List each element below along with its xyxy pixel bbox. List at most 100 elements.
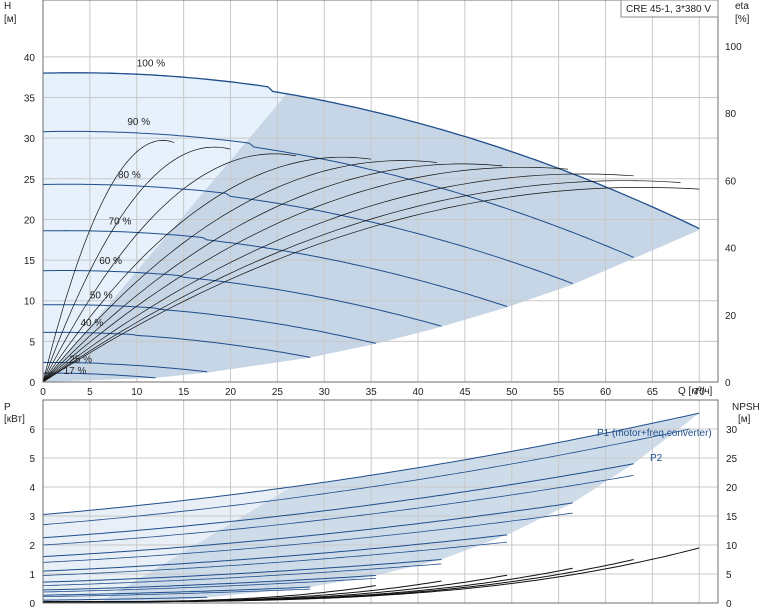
efficiency-curve	[42, 146, 231, 383]
head-tick-label: 10	[24, 297, 36, 308]
y-left-label-power-symbol: P	[4, 402, 11, 413]
x-tick-label: 10	[131, 387, 143, 398]
head-tick-label: 15	[24, 256, 36, 267]
x-tick-label: 35	[366, 387, 378, 398]
speed-curve-label: 70 %	[109, 216, 132, 227]
speed-curve	[43, 230, 508, 307]
p1-curve	[42, 586, 311, 596]
y-right-label-npsh-unit: [м]	[738, 414, 751, 425]
x-tick-label: 20	[225, 387, 237, 398]
power-tick-label: 5	[29, 454, 35, 465]
npsh-tick-label: 20	[726, 483, 738, 494]
x-tick-label: 60	[600, 387, 612, 398]
head-tick-label: 20	[24, 215, 36, 226]
chart-title: CRE 45-1, 3*380 V	[626, 4, 711, 15]
x-tick-label: 15	[178, 387, 190, 398]
speed-curve	[42, 304, 376, 344]
x-tick-label: 65	[647, 387, 659, 398]
p2-curve	[42, 512, 573, 563]
speed-curve	[43, 331, 311, 358]
y-left-label-power-unit: [кВт]	[4, 414, 25, 425]
p2-curve	[42, 588, 311, 597]
p2-curve	[42, 428, 690, 526]
power-axes: 0 1 2 3 4 5 6 0 5 10 15 20 25 30	[29, 425, 737, 610]
head-tick-label: 5	[29, 337, 35, 348]
power-plot-frame	[42, 399, 719, 604]
speed-curve-label: 90 %	[127, 117, 150, 128]
p2-curve	[42, 475, 634, 546]
head-tick-label: 30	[24, 134, 36, 145]
x-tick-label: 0	[40, 387, 46, 398]
power-region-light	[43, 478, 306, 603]
power-tick-label: 6	[29, 425, 35, 436]
p1-curve	[43, 596, 208, 601]
operating-region-light	[43, 72, 287, 383]
x-tick-label: 70	[694, 387, 706, 398]
efficiency-curve	[42, 153, 297, 383]
efficiency-curve	[42, 140, 175, 383]
x-tick-label: 5	[87, 387, 93, 398]
power-legend-label: P2	[650, 453, 663, 464]
x-tick-label: 30	[319, 387, 331, 398]
eta-tick-label: 40	[725, 244, 737, 255]
y-right-label-eta-unit: [%]	[735, 14, 750, 25]
x-tick-label: 55	[553, 387, 565, 398]
y-right-label-eta-symbol: eta	[735, 1, 749, 12]
title-box-frame	[620, 0, 719, 18]
npsh-tick-label: 15	[726, 512, 738, 523]
npsh-tick-label: 5	[726, 570, 732, 581]
speed-curve-label: 80 %	[118, 170, 141, 181]
speed-curve	[42, 372, 156, 379]
efficiency-curve	[42, 166, 569, 383]
p2-curve	[42, 578, 376, 593]
p1-curve	[42, 575, 376, 591]
npsh-curves	[43, 547, 700, 603]
p1-curve	[42, 412, 700, 515]
speed-curve	[42, 183, 573, 285]
head-plot-frame	[42, 0, 719, 383]
p1-curve	[42, 502, 573, 558]
p1-curve	[42, 534, 508, 572]
p1-curve	[42, 559, 442, 583]
y-left-label-head-symbol: H	[4, 1, 11, 12]
speed-curve	[42, 130, 634, 258]
eta-tick-label: 0	[725, 378, 731, 389]
head-tick-label: 40	[24, 53, 36, 64]
eta-tick-label: 60	[725, 176, 737, 187]
eta-tick-label: 80	[725, 109, 737, 120]
power-tick-label: 4	[29, 483, 35, 494]
speed-labels: 100 % 90 % 80 % 70 % 60 % 50 % 40 % 25 %17 %	[64, 59, 166, 377]
power-tick-label: 1	[29, 570, 35, 581]
efficiency-curve	[42, 160, 437, 383]
speed-curve	[42, 270, 442, 327]
head-plot: 100 % 90 % 80 % 70 % 60 % 50 % 40 % 25 %17 % 0 5…	[24, 0, 742, 398]
head-tick-label: 25	[24, 175, 36, 186]
power-tick-label: 3	[29, 512, 35, 523]
x-tick-label: 50	[506, 387, 518, 398]
speed-curve-label: 60 %	[99, 256, 122, 267]
x-tick-label: 40	[412, 387, 424, 398]
power-legend-label: P1 (motor+freq.converter)	[597, 428, 712, 439]
efficiency-curve	[42, 156, 372, 383]
head-tick-label: 0	[29, 378, 35, 389]
p2-curve	[42, 541, 508, 576]
head-curves	[42, 72, 700, 379]
efficiency-curve	[42, 173, 634, 383]
speed-curve-label: 50 %	[90, 290, 113, 301]
npsh-tick-label: 25	[726, 454, 738, 465]
head-tick-label: 35	[24, 94, 36, 105]
y-left-label-head-unit: [м]	[4, 14, 17, 25]
eta-tick-label: 100	[725, 42, 742, 53]
speed-curve-label: 25 %	[69, 354, 92, 365]
npsh-tick-label: 30	[726, 425, 738, 436]
power-tick-label: 2	[29, 541, 35, 552]
npsh-tick-label: 10	[726, 541, 738, 552]
speed-curve-label: 40 %	[81, 318, 104, 329]
p2-curve	[42, 563, 442, 586]
speed-curve	[42, 72, 700, 230]
power-plot: P1 (motor+freq.converter) P2 0 1 2 3 4 5 6 0 5 10 1…	[29, 399, 738, 610]
y-right-label-npsh-symbol: NPSH	[732, 402, 760, 413]
x-tick-label: 25	[272, 387, 284, 398]
efficiency-curve	[42, 187, 700, 383]
